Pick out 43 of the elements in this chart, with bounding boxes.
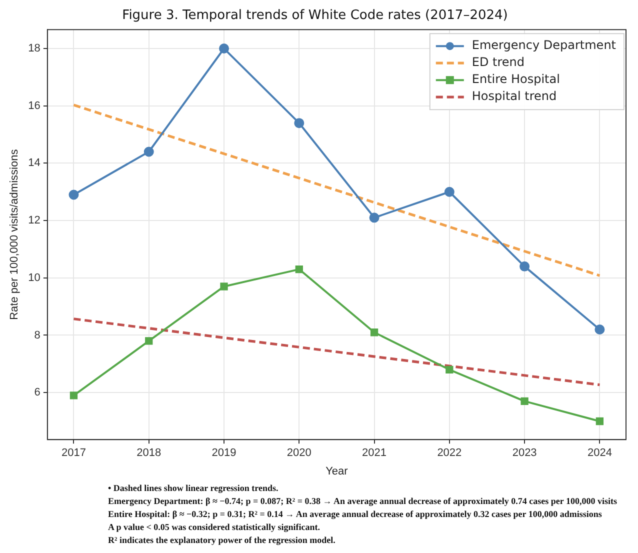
y-axis-title: Rate per 100,000 visits/admissions — [8, 148, 21, 320]
x-tick-label: 2023 — [512, 447, 537, 460]
y-tick-label: 10 — [28, 272, 40, 284]
y-tick-label: 18 — [28, 42, 40, 55]
x-tick-label: 2024 — [587, 447, 612, 460]
x-tick-label: 2017 — [61, 447, 86, 460]
x-axis-title: Year — [326, 465, 348, 478]
x-tick-label: 2021 — [362, 447, 387, 460]
text: Entire Hospital: β ≈ −0.32; p = 0.31; R² = 0.14 → An average annual decrease of approximately 0.32 cases per 100,000 admissions — [108, 508, 603, 521]
x-tick-label: 2020 — [286, 447, 312, 460]
text: • Dashed lines show linear regression trends. — [108, 482, 280, 495]
point — [596, 417, 604, 426]
point — [520, 397, 528, 406]
legend-label: ED trend — [472, 55, 525, 70]
point — [520, 261, 530, 272]
chart-title: Figure 3. Temporal trends of White Code rates (2017–2024) — [122, 8, 508, 24]
point — [369, 212, 380, 223]
point — [219, 44, 230, 54]
point — [594, 324, 605, 334]
y-tick-label: 12 — [28, 214, 40, 227]
x-tick-label: 2019 — [212, 447, 236, 460]
point — [70, 392, 78, 400]
y-tick-label: 16 — [28, 100, 40, 112]
y-tick-label: 6 — [34, 386, 40, 399]
point — [68, 190, 79, 200]
point — [295, 265, 303, 274]
point — [294, 118, 304, 128]
x-tick-label: 2018 — [136, 447, 162, 460]
text: R² indicates the explanatory power of the regression model. — [108, 534, 336, 547]
text: A p value < 0.05 was considered statistically significant. — [108, 521, 321, 534]
point — [370, 328, 378, 336]
point — [220, 282, 228, 290]
y-tick-label: 14 — [28, 157, 40, 170]
point — [145, 337, 153, 345]
y-tick-label: 8 — [34, 329, 40, 342]
x-tick-label: 2022 — [437, 447, 462, 460]
point — [446, 366, 454, 374]
legend-label: Entire Hospital — [472, 72, 560, 86]
point — [144, 146, 154, 157]
point — [444, 186, 454, 197]
legend-label: Emergency Department — [472, 38, 616, 52]
legend-label: Hospital trend — [472, 89, 557, 104]
text: Emergency Department: β ≈ −0.74; p = 0.087; R² = 0.38 → An average annual decrease of approximately 0.74 cases per 100,000 visits — [108, 495, 618, 508]
